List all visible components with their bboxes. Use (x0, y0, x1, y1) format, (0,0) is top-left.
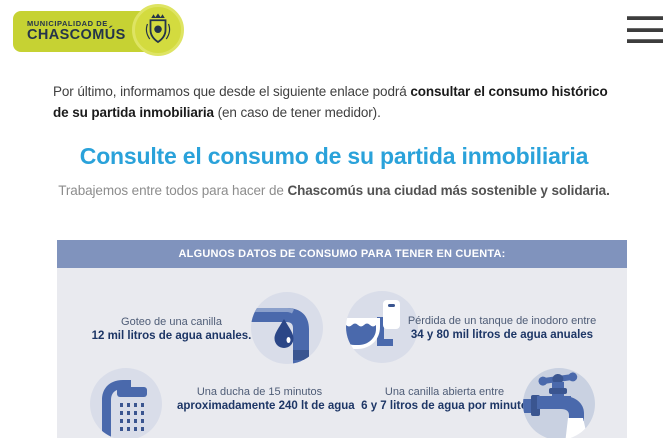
chascomus-crest-icon (132, 4, 184, 56)
dripping-tap-icon (251, 292, 323, 364)
shower-icon (90, 368, 162, 438)
logo-pill: MUNICIPALIDAD DE CHASCOMÚS (13, 11, 140, 52)
municipality-logo[interactable]: MUNICIPALIDAD DE CHASCOMÚS (13, 2, 184, 58)
info-line: Una ducha de 15 minutos (196, 386, 323, 398)
info-item-open-tap-text: Una canilla abierta entre 6 y 7 litros d… (357, 386, 532, 414)
subtitle-bold: Chascomús una ciudad más sostenible y so… (287, 183, 610, 198)
consumption-infographic: ALGUNOS DATOS DE CONSUMO PARA TENER EN C… (57, 240, 627, 438)
info-line-bold: 6 y 7 litros de agua por minuto (361, 400, 528, 412)
toilet-icon (346, 291, 418, 363)
info-line-bold: aproximadamente 240 lt de agua (177, 400, 355, 412)
info-item-dripping-tap-text: Goteo de una canilla 12 mil litros de ag… (79, 316, 264, 344)
infographic-header: ALGUNOS DATOS DE CONSUMO PARA TENER EN C… (57, 240, 627, 268)
info-line: Una canilla abierta entre (384, 386, 505, 398)
subtitle: Trabajemos entre todos para hacer de Cha… (54, 181, 614, 201)
menu-bar (627, 27, 663, 32)
info-item-toilet-text: Pérdida de un tanque de inodoro entre 34… (407, 315, 597, 343)
menu-button[interactable] (627, 16, 663, 43)
info-line: Goteo de una canilla (121, 316, 222, 328)
info-line-bold: 34 y 80 mil litros de agua anuales (410, 329, 594, 341)
consumption-link-title[interactable]: Consulte el consumo de su partida inmobi… (79, 143, 589, 169)
intro-text-post: (en caso de tener medidor). (213, 105, 381, 120)
info-line-bold: 12 mil litros de agua anuales. (91, 330, 252, 342)
intro-paragraph: Por último, informamos que desde el sigu… (53, 81, 619, 123)
menu-bar (627, 39, 663, 43)
open-tap-icon (523, 368, 595, 438)
logo-text-line2: CHASCOMÚS (27, 26, 126, 43)
intro-text-pre: Por último, informamos que desde el sigu… (53, 84, 411, 99)
subtitle-pre: Trabajemos entre todos para hacer de (58, 183, 288, 198)
intro-text-bold: consultar el consumo histórico de su par… (53, 84, 608, 120)
infographic-body: Goteo de una canilla 12 mil litros de ag… (57, 268, 627, 438)
menu-bar (627, 16, 663, 20)
info-line: Pérdida de un tanque de inodoro entre (407, 315, 597, 327)
info-item-shower-text: Una ducha de 15 minutos aproximadamente … (177, 386, 355, 414)
logo-text-line1: MUNICIPALIDAD DE (27, 18, 108, 28)
